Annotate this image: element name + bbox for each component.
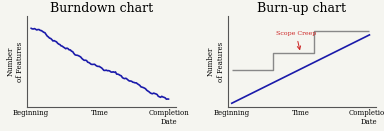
Y-axis label: Number
of Features: Number of Features	[207, 42, 225, 82]
Title: Burn-up chart: Burn-up chart	[257, 2, 346, 15]
Title: Burndown chart: Burndown chart	[50, 2, 153, 15]
Text: Scope Creep: Scope Creep	[276, 31, 316, 50]
Y-axis label: Number
of Features: Number of Features	[6, 42, 24, 82]
